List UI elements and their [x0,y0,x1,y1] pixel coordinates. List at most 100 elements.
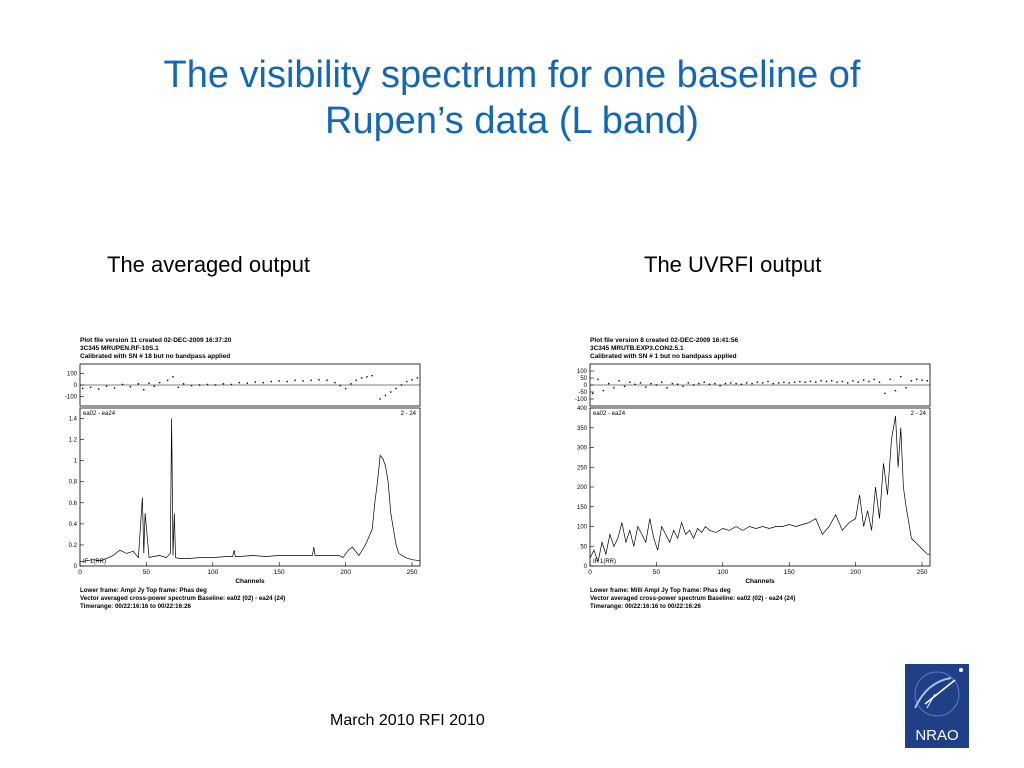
phase-point [852,380,854,382]
phase-point [350,383,352,385]
phase-y-tick-label: 0 [74,383,78,389]
phase-point [868,380,870,383]
x-tick-label: 150 [274,569,285,576]
phase-point [318,379,320,381]
phase-point [767,380,769,383]
plot-header-line: 3C345 MRUPEN.RF-10S.1 [80,345,159,352]
amplitude-y-tick-label: 50 [580,544,587,550]
amplitude-y-tick-label: 100 [577,525,588,531]
phase-point [254,381,257,383]
phase-point [777,382,780,384]
phase-y-tick-label: -100 [575,397,588,403]
phase-point [708,383,711,385]
plot-header-line: Calibrated with SN # 1 but no bandpass a… [590,353,737,360]
phase-point [177,386,179,389]
x-tick-label: 250 [917,569,928,576]
phase-point [143,388,145,391]
x-axis-label: Channels [235,578,265,585]
phase-point [591,392,594,395]
phase-point [607,382,610,385]
amplitude-y-tick-label: 1.2 [69,438,78,444]
phase-point [862,379,865,381]
phase-point [746,382,748,384]
phase-point [692,384,695,386]
amplitude-y-tick-label: 350 [577,426,588,432]
phase-point [206,383,209,386]
plot-footer-line: Timerange: 00/22:16:16 to 00/22:16:26 [590,603,702,610]
slide-title-line1: The visibility spectrum for one baseline… [163,54,861,96]
phase-point [687,382,689,384]
phase-point [182,383,185,385]
phase-point [676,383,679,385]
phase-point [172,376,174,378]
phase-point [198,384,201,386]
phase-point [629,381,631,383]
phase-point [666,387,668,389]
phase-point [655,384,658,386]
amplitude-frame [589,407,931,567]
x-tick-label: 250 [407,569,418,576]
x-tick-label: 0 [588,569,592,576]
phase-y-tick-label: -50 [578,390,587,396]
logo-text: NRAO [915,727,958,744]
baseline-label: ea02 - ea24 [83,411,116,417]
phase-point [597,378,599,381]
phase-y-tick-label: -100 [65,395,78,401]
phase-point [650,382,652,385]
phase-point [661,381,663,383]
plot-footer-line: Vector averaged cross-power spectrum Bas… [590,595,795,602]
phase-point [761,382,764,384]
plot-footer-line: Lower frame: Ampl Jy Top frame: Phas deg [80,587,207,594]
phase-point [820,380,822,382]
phase-point [190,384,193,387]
phase-point [900,375,902,378]
phase-point [371,374,373,377]
phase-point [278,380,280,382]
slide-title-line2: Rupen’s data (L band) [325,100,699,142]
x-tick-label: 50 [653,569,661,576]
averaged-output-plot: Plot file version 11 created 02-DEC-2009… [65,337,421,610]
amplitude-series-line [589,415,930,564]
phase-point [416,377,419,379]
phase-point [846,382,849,384]
phase-point [302,380,304,382]
plot-header-line: Plot file version 11 created 02-DEC-2009… [80,337,232,344]
amplitude-y-tick-label: 0 [74,564,78,570]
phase-point [411,379,413,381]
plot-footer-line: Vector averaged cross-power spectrum Bas… [80,595,285,602]
phase-point [406,380,408,383]
nrao-logo: NRAO [905,664,969,748]
phase-point [735,382,737,385]
phase-point [698,382,700,385]
phase-point [158,381,161,384]
phase-point [634,383,636,385]
phase-point [894,389,897,392]
x-tick-label: 150 [784,569,795,576]
phase-point [783,381,785,383]
phase-point [623,385,626,388]
slide-title: The visibility spectrum for one baseline… [40,52,984,144]
x-tick-label: 50 [143,569,151,576]
phase-y-tick-label: 0 [584,383,588,389]
phase-point [89,386,92,389]
amplitude-y-tick-label: 300 [577,446,588,452]
phase-point [873,378,875,381]
phase-point [714,382,716,385]
phase-point [857,381,859,383]
phase-y-tick-label: 100 [67,371,78,377]
phase-point [772,382,774,385]
phase-point [703,381,705,383]
footer-text: March 2010 RFI 2010 [330,712,485,729]
phase-point [841,380,844,383]
amplitude-y-tick-label: 250 [577,465,588,471]
phase-point [639,382,642,384]
phase-point [390,391,392,393]
phase-point [613,387,615,389]
phase-point [113,387,116,389]
phase-point [246,382,249,384]
phase-point [751,382,753,385]
phase-point [910,380,913,382]
x-axis-label: Channels [745,578,775,585]
plot-header-line: Plot file version 8 created 02-DEC-2009 … [590,337,739,344]
phase-point [719,385,721,387]
